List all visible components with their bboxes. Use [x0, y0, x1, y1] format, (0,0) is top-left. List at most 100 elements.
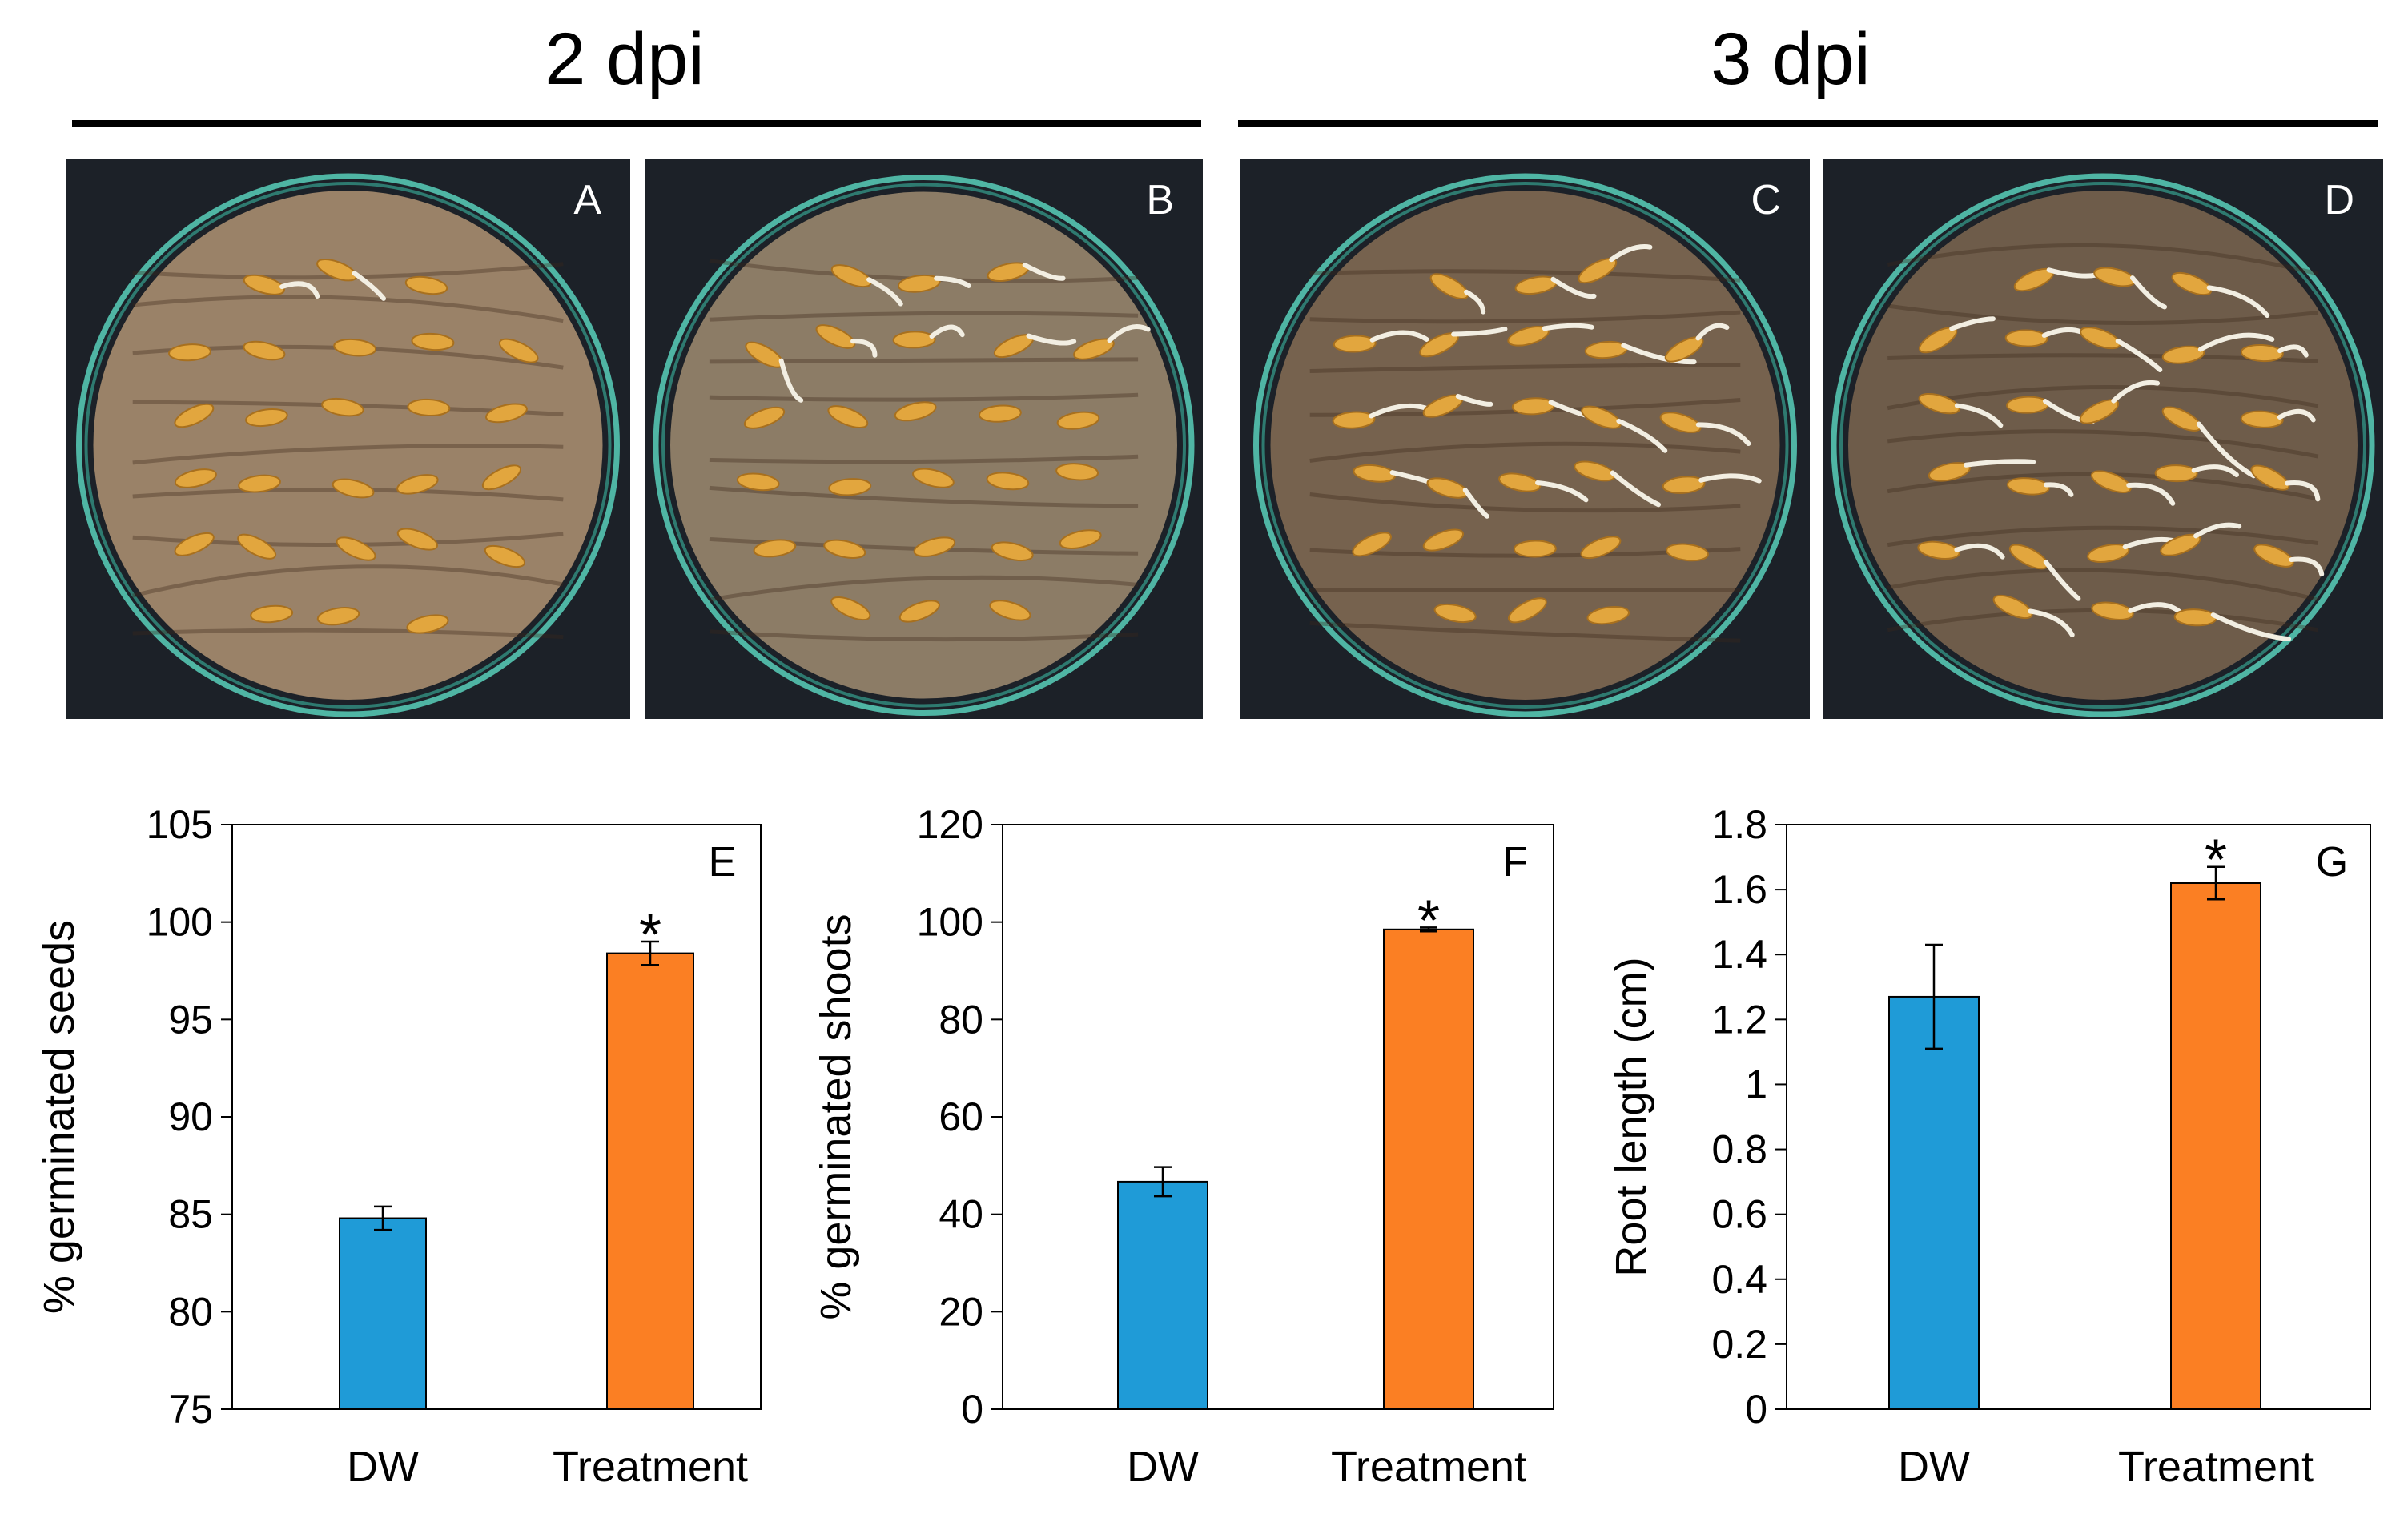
rice-seed	[1928, 459, 2036, 482]
rice-seed	[245, 408, 288, 428]
seed-sprout	[2289, 556, 2325, 577]
seed-body	[828, 478, 872, 496]
seed-body	[1507, 326, 1550, 347]
dish-rim	[1253, 173, 1797, 717]
seed-sprout	[1949, 316, 1996, 331]
paper-wrinkle	[709, 485, 1139, 508]
rice-seed	[332, 478, 375, 499]
seed-body	[333, 338, 377, 357]
rice-seed	[2161, 332, 2275, 364]
y-axis-label: Root length (cm)	[1607, 957, 1655, 1276]
seed-sprout	[1954, 403, 2004, 428]
y-tick-label: 75	[168, 1387, 213, 1432]
seed-body	[986, 472, 1030, 491]
seed-body	[2091, 601, 2134, 621]
seed-sprout	[1542, 323, 1594, 331]
seed-body	[898, 600, 940, 623]
bar-treatment	[1383, 928, 1474, 1410]
rice-seed	[993, 333, 1077, 359]
header-3dpi: 3 dpi	[1711, 18, 1871, 100]
paper-wrinkle	[1309, 441, 1741, 463]
seed-body	[411, 332, 455, 351]
seed-body	[396, 474, 439, 495]
chart-root-length: 0 0.2 0.4 0.6 0.8 1 1.2 1.4 1.6 1.8 Root length (c…	[1598, 785, 2398, 1510]
seed-body	[498, 338, 539, 363]
photo-label-d: D	[2324, 177, 2354, 223]
seed-body	[1917, 540, 1960, 560]
seed-body	[991, 541, 1034, 562]
seed-body	[481, 464, 521, 491]
x-category-label: DW	[1127, 1443, 1199, 1491]
paper-wrinkle	[709, 454, 1139, 464]
rice-seed	[830, 596, 871, 621]
seed-body	[2090, 470, 2132, 493]
seed-body	[1353, 464, 1397, 483]
seed-sprout	[1621, 343, 1697, 365]
y-tick-label: 0.8	[1711, 1127, 1767, 1172]
y-axis-label: % germinated shoots	[812, 914, 860, 1319]
dish-rim-inner	[661, 183, 1186, 708]
rice-seed	[1513, 540, 1557, 558]
paper-wrinkle	[709, 311, 1139, 322]
y-tick-label: 1.6	[1711, 867, 1767, 912]
photo-label-b: B	[1146, 177, 1174, 223]
paper-wrinkle	[132, 295, 564, 323]
rice-seed	[2250, 464, 2321, 502]
rice-seed	[2240, 408, 2316, 428]
photo-label-a: A	[573, 177, 601, 223]
rice-seed	[913, 536, 956, 557]
seed-body	[174, 468, 217, 488]
seed-sprout	[866, 277, 903, 307]
seed-sprout	[2126, 482, 2176, 506]
paper-wrinkle	[1887, 568, 2319, 602]
seed-sprout	[1462, 488, 1490, 519]
seed-sprout	[2044, 482, 2074, 497]
seed-body	[1422, 528, 1464, 552]
y-tick-label: 0	[1745, 1387, 1767, 1432]
rice-seed	[989, 600, 1031, 621]
seed-body	[912, 468, 955, 488]
chart-germinated-seeds: 75 80 85 90 95 100 105 % germinated seeds DW Trea…	[16, 785, 785, 1510]
seed-body	[406, 614, 449, 634]
paper-wrinkle	[1309, 620, 1741, 643]
rice-seed	[1422, 393, 1493, 418]
filter-paper	[93, 191, 603, 700]
rice-seed	[2079, 380, 2161, 424]
seed-body	[2240, 410, 2284, 428]
seed-sprout	[2028, 608, 2075, 638]
seed-body	[168, 343, 211, 362]
seed-body	[2006, 477, 2050, 496]
seed-body	[2087, 544, 2130, 563]
seed-body	[396, 528, 438, 551]
header-3dpi-rule	[1238, 120, 2378, 127]
y-tick-label: 100	[917, 900, 983, 945]
y-tick-label: 120	[917, 802, 983, 847]
seed-body	[815, 324, 856, 349]
y-tick-label: 40	[939, 1192, 983, 1237]
rice-seed	[2253, 544, 2325, 577]
seed-body	[1055, 463, 1099, 481]
bar-treatment	[2170, 882, 2261, 1410]
paper-wrinkle	[1309, 587, 1741, 593]
chart-f-svg: 0 20 40 60 80 100 120 % germinated shoots DW Trea…	[812, 802, 1554, 1491]
dish-rim-inner	[84, 182, 612, 709]
rice-seed	[2154, 464, 2239, 483]
rice-seed	[2160, 522, 2242, 556]
seed-body	[250, 604, 294, 624]
seed-body	[2161, 345, 2205, 364]
seed-sprout	[352, 271, 386, 301]
rice-seed	[892, 324, 965, 349]
y-tick-label: 60	[939, 1094, 983, 1139]
seed-sprout	[1369, 330, 1429, 343]
rice-seed	[912, 468, 955, 488]
seed-body	[245, 408, 288, 428]
rice-seed	[2173, 608, 2292, 642]
seed-sprout	[1464, 289, 1486, 315]
rice-seed	[174, 403, 215, 428]
panel-letter: G	[2316, 839, 2348, 886]
rice-seed	[1055, 463, 1099, 481]
paper-wrinkle	[1309, 363, 1741, 374]
rice-seed	[823, 539, 866, 559]
x-category-label: Treatment	[553, 1443, 748, 1491]
seed-body	[897, 274, 941, 293]
